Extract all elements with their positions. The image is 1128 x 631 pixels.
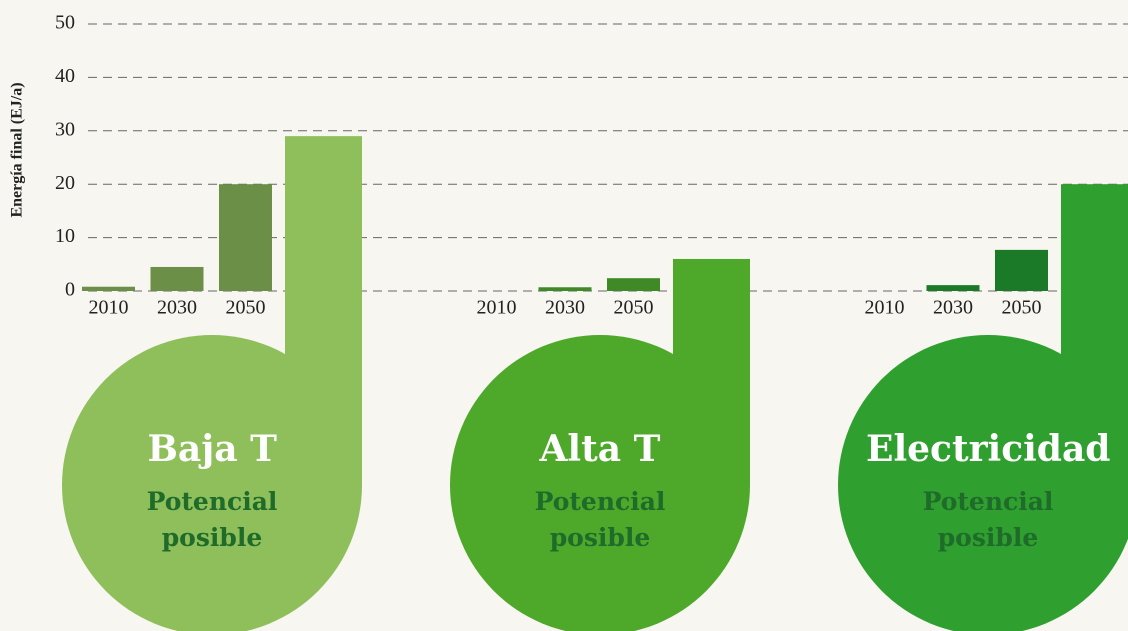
potential-bar [673, 258, 750, 485]
x-tick-label: 2010 [89, 297, 129, 319]
bar [607, 278, 660, 291]
bar [926, 285, 980, 291]
y-tick-label: 40 [55, 65, 75, 87]
y-axis-label: Energía final (EJ/a) [9, 82, 26, 217]
potential-bar [285, 136, 362, 485]
x-tick-label: 2030 [157, 297, 197, 319]
y-tick-label: 0 [65, 279, 75, 301]
x-tick-label: 2050 [614, 297, 654, 319]
x-tick-label: 2050 [1002, 297, 1042, 319]
y-tick-label: 30 [55, 118, 75, 140]
bar [995, 249, 1048, 291]
x-tick-label: 2030 [545, 297, 585, 319]
y-tick-label: 50 [55, 12, 75, 34]
x-tick-label: 2010 [865, 297, 905, 319]
y-tick-label: 20 [55, 172, 75, 194]
group-name: Electricidad [866, 428, 1111, 470]
x-tick-label: 2010 [477, 297, 517, 319]
group-name: Baja T [147, 428, 277, 470]
potential-label: Potencial posible [922, 487, 1054, 552]
bar [219, 184, 272, 291]
potential-label: Potencial posible [534, 487, 666, 552]
potential-bulb [838, 335, 1128, 631]
x-tick-label: 2050 [226, 297, 266, 319]
bar [82, 286, 135, 291]
potential-label: Potencial posible [146, 487, 278, 552]
potential-bar [1061, 184, 1128, 485]
group-name: Alta T [539, 428, 661, 470]
bar [538, 287, 592, 291]
y-tick-label: 10 [55, 225, 75, 247]
bar [150, 266, 204, 291]
x-tick-label: 2030 [933, 297, 973, 319]
